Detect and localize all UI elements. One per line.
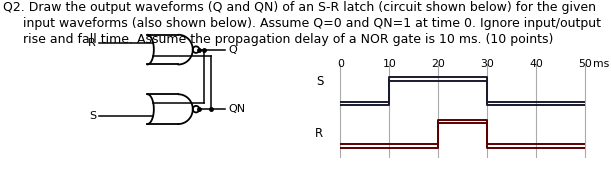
Text: 0: 0 xyxy=(337,59,344,69)
Text: ms: ms xyxy=(593,59,609,69)
Text: R: R xyxy=(88,38,96,48)
Text: S: S xyxy=(89,111,96,121)
Text: R: R xyxy=(315,127,323,140)
Text: 30: 30 xyxy=(480,59,494,69)
Text: 50: 50 xyxy=(579,59,592,69)
Text: Q2. Draw the output waveforms (Q and QN) of an S-R latch (circuit shown below) f: Q2. Draw the output waveforms (Q and QN)… xyxy=(3,1,601,46)
Text: Q: Q xyxy=(229,45,237,55)
Text: 20: 20 xyxy=(431,59,445,69)
Text: QN: QN xyxy=(229,104,246,114)
Text: 40: 40 xyxy=(529,59,543,69)
Text: S: S xyxy=(316,76,323,88)
Text: 10: 10 xyxy=(382,59,397,69)
